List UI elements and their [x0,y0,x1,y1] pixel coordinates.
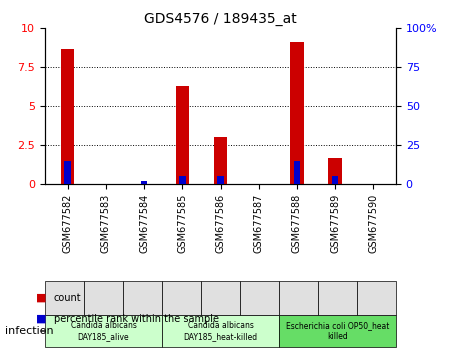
Text: percentile rank within the sample: percentile rank within the sample [54,314,219,324]
Text: infection: infection [4,326,53,336]
Text: Candida albicans
DAY185_alive: Candida albicans DAY185_alive [71,321,136,341]
Bar [179,176,186,184]
Bar [141,181,148,184]
Bar [176,86,189,184]
Bar [332,176,338,184]
Text: ■: ■ [36,293,46,303]
Text: Candida albicans
DAY185_heat-killed: Candida albicans DAY185_heat-killed [184,321,257,341]
Bar [61,48,74,184]
Bar [293,161,300,184]
Bar [217,176,224,184]
Title: GDS4576 / 189435_at: GDS4576 / 189435_at [144,12,297,26]
Bar [64,161,71,184]
Text: Escherichia coli OP50_heat
killed: Escherichia coli OP50_heat killed [286,321,389,341]
Text: ■: ■ [36,314,46,324]
Bar [290,42,304,184]
Bar [214,137,227,184]
Bar [328,158,342,184]
Text: count: count [54,293,81,303]
